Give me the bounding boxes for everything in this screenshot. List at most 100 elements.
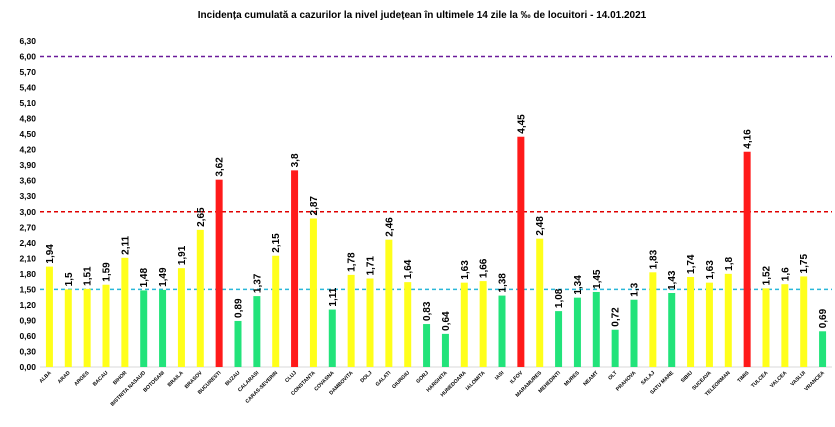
bar [611,329,619,367]
x-tick-label: BACAU [92,370,110,388]
bar [555,311,563,367]
data-label: 1,43 [667,270,678,290]
bar [819,331,827,367]
bar [592,291,600,367]
x-tick-label: BRAILA [167,370,185,388]
bar [781,284,789,367]
y-tick-label: 3,60 [19,176,36,186]
data-label: 2,48 [535,216,546,236]
data-label: 2,87 [309,196,320,216]
y-tick-label: 6,00 [19,52,36,62]
x-tick-label: ARAD [57,370,72,385]
bar [291,170,299,367]
x-tick-label: CLUJ [284,370,298,384]
y-tick-label: 1,50 [19,284,36,294]
data-label: 1,51 [83,266,94,286]
data-label: 1,48 [139,268,150,288]
bar [121,257,129,367]
bar [234,320,242,367]
y-tick-label: 0,30 [19,346,36,356]
x-tick-label: PRAHOVA [615,370,637,392]
bar [404,282,412,367]
data-label: 1,75 [799,254,810,274]
bar [102,284,110,367]
data-label: 3,8 [290,153,301,167]
bar [536,238,544,367]
data-label: 1,8 [724,257,735,271]
bar [159,289,167,367]
data-label: 2,15 [271,233,282,253]
x-tick-label: IASI [494,370,506,382]
x-tick-label: GALATI [375,370,393,388]
x-tick-label: ALBA [38,370,53,385]
data-label: 1,64 [403,259,414,279]
bar [385,239,393,367]
x-tick-label: IALOMITA [465,370,487,392]
x-tick-label: BUZAU [224,370,241,387]
y-tick-label: 4,20 [19,145,36,155]
y-tick-label: 2,40 [19,238,36,248]
data-label: 3,62 [215,157,226,177]
x-tick-label: SALAJ [640,370,656,386]
data-label: 1,63 [705,260,716,280]
bar [196,229,204,367]
y-tick-label: 3,00 [19,207,36,217]
y-tick-label: 5,10 [19,98,36,108]
x-tick-label: DOLJ [359,370,373,384]
y-tick-label: 6,30 [19,36,36,46]
data-label: 1,59 [102,262,113,282]
bar [668,293,676,367]
data-label: 4,45 [516,114,527,134]
bar [347,274,355,367]
data-label: 1,71 [366,256,377,276]
y-tick-label: 1,20 [19,300,36,310]
x-tick-label: TIMIS [737,370,751,384]
x-tick-label: ARGES [73,370,91,388]
bar [630,299,638,367]
data-label: 1,08 [554,288,565,308]
y-tick-label: 5,40 [19,83,36,93]
data-label: 2,46 [384,217,395,237]
bar [687,276,695,367]
bar [328,309,336,367]
data-label: 1,66 [479,258,490,278]
data-label: 1,37 [252,273,263,293]
bar [573,297,581,367]
x-tick-label: OLT [607,370,619,382]
bar [743,151,751,367]
bar [140,290,148,367]
data-label: 1,94 [45,244,56,264]
bar [762,288,770,367]
data-label: 0,72 [611,307,622,327]
data-label: 0,89 [234,298,245,318]
bars [45,136,827,367]
bar [309,218,317,367]
data-label: 0,64 [441,311,452,331]
bar [215,179,223,367]
x-tick-label: TULCEA [750,370,769,389]
y-tick-label: 0,00 [19,362,36,372]
x-tick-label: BIHOR [112,370,128,386]
data-labels: 1,94 1,5 1,51 1,59 2,11 1,48 1,49 1,91 2,65 3,62 0… [45,114,829,331]
data-label: 1,11 [328,287,339,306]
data-label: 1,38 [498,273,509,293]
y-tick-label: 2,70 [19,222,36,232]
bar [800,276,808,367]
y-axis: 0,00 0,30 0,60 0,90 1,20 1,50 1,80 2,10 2,40 2,70… [19,36,832,372]
bar [366,278,374,367]
bar [705,282,713,367]
y-tick-label: 5,70 [19,67,36,77]
bar [272,255,280,367]
bar [460,282,468,367]
x-tick-label: BISTRITA NASAUD [110,370,148,408]
data-label: 1,91 [177,245,188,265]
data-label: 1,78 [347,252,358,272]
data-label: 1,63 [460,260,471,280]
y-tick-label: 2,10 [19,253,36,263]
data-label: 1,83 [648,249,659,269]
data-label: 1,34 [573,275,584,295]
x-tick-label: NEAMT [582,370,600,388]
y-tick-label: 0,60 [19,331,36,341]
